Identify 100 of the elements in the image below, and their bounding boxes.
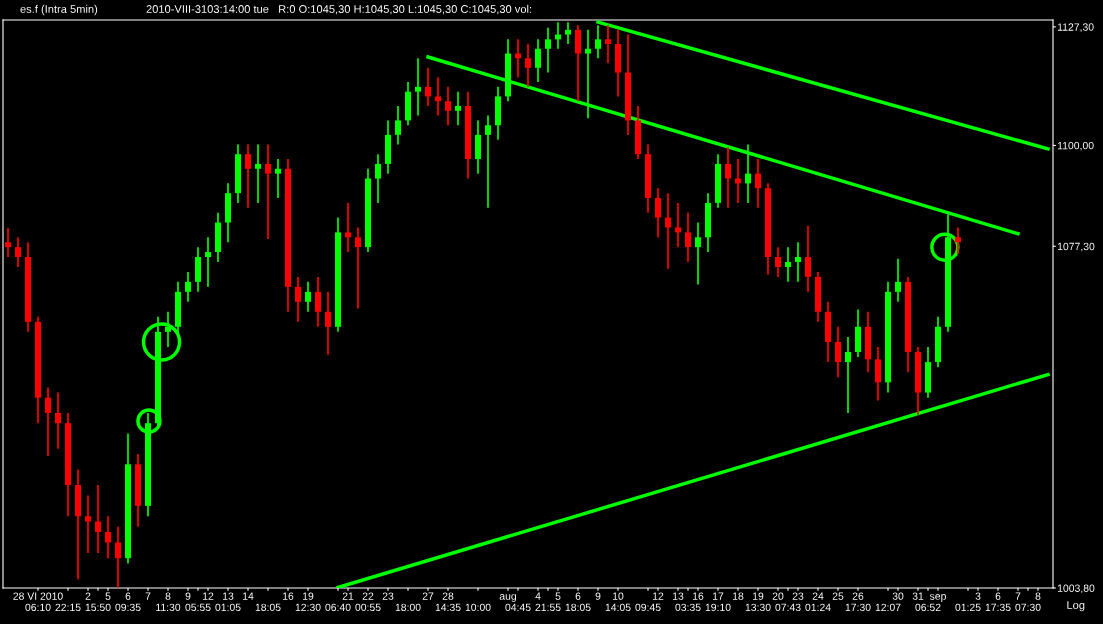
x-tick-label: 17 19:10 <box>705 592 731 612</box>
candlestick <box>45 386 51 457</box>
x-tick-label: 05:55 <box>185 603 211 612</box>
candlestick <box>785 246 791 283</box>
candlestick <box>55 391 61 450</box>
candlestick <box>485 114 491 209</box>
candlestick <box>85 494 91 554</box>
x-tick-label: 13 01:05 <box>215 592 241 612</box>
x-tick-label: 19 13:30 <box>745 592 771 612</box>
candlestick <box>725 146 731 209</box>
candlestick <box>295 276 301 323</box>
chart-title: es.f (Intra 5min) <box>20 4 98 16</box>
x-tick-label: 18:05 <box>255 603 281 612</box>
y-tick-label: 1100,00 <box>1057 141 1094 151</box>
candlestick <box>535 38 541 83</box>
candlestick <box>415 57 421 117</box>
x-tick-label: 30 <box>892 592 904 600</box>
candlestick <box>355 226 361 310</box>
x-tick-label: 23 <box>382 592 394 600</box>
candlestick <box>795 241 801 283</box>
x-tick-label: 6 17:35 <box>985 592 1011 612</box>
x-tick-label: 28 14:35 <box>435 592 461 612</box>
x-tick-label: 14 <box>243 592 254 600</box>
candlestick <box>755 158 761 209</box>
candlestick <box>5 227 11 258</box>
x-tick-label: 9 <box>595 592 601 600</box>
text: Log <box>1067 601 1085 612</box>
candlestick <box>205 236 211 288</box>
candlestick <box>605 24 611 64</box>
x-tick-label: 04:45 <box>505 603 531 612</box>
candlestick <box>115 525 121 588</box>
x-tick-label: 5 <box>555 592 561 600</box>
x-tick-label: 18 <box>733 592 744 600</box>
x-tick-label: 10 14:05 <box>605 592 631 612</box>
candlestick <box>745 143 751 204</box>
x-tick-label: 22 00:55 <box>355 592 381 612</box>
candlestick <box>545 26 551 74</box>
candlestick <box>685 211 691 263</box>
x-tick-label: 21:55 <box>535 603 561 612</box>
y-tick-label: 1077,30 <box>1057 242 1095 252</box>
x-tick-label: 5 <box>105 592 111 600</box>
candlestick <box>95 484 101 554</box>
candlestick <box>455 90 461 127</box>
candlestick <box>375 153 381 204</box>
x-tick-label: 16 <box>283 592 294 600</box>
candlestick <box>835 325 841 379</box>
x-tick-label: 03:35 <box>675 603 701 612</box>
x-tick-label: 10:00 <box>465 603 491 612</box>
candlestick <box>345 202 351 253</box>
x-tick-label: 13 <box>673 592 684 600</box>
x-tick-label: 7 <box>145 592 151 600</box>
candlestick <box>275 158 281 199</box>
candlestick <box>675 202 681 248</box>
x-tick-label: 07:43 <box>775 603 801 612</box>
x-tick-label: 6 09:35 <box>115 592 141 612</box>
x-tick-label: 12 <box>203 592 214 600</box>
candlestick <box>805 224 811 293</box>
x-tick-label: 9 <box>185 592 191 600</box>
x-tick-label: 2 <box>85 592 91 600</box>
x-tick-label: 25 <box>832 592 844 600</box>
x-tick-label: 20 <box>772 592 784 600</box>
candlestick <box>575 24 581 103</box>
candlestick <box>105 515 111 560</box>
x-tick-label: 27 <box>422 592 434 600</box>
x-tick-label: 01:25 <box>955 603 981 612</box>
x-tick-label: 6 18:05 <box>565 592 591 612</box>
candlestick <box>695 221 701 286</box>
x-tick-label: 15:50 <box>85 603 111 612</box>
candlestick <box>315 276 321 328</box>
x-tick-label: 31 <box>912 592 924 600</box>
x-tick-label: 21 <box>342 592 354 600</box>
candlestick <box>255 143 261 204</box>
candlestick <box>955 226 961 255</box>
x-tick-label: 16 <box>693 592 704 600</box>
y-tick-label: 1003,80 <box>1057 584 1095 594</box>
x-tick-label: 22:15 <box>55 603 81 612</box>
x-tick-label: 4 <box>535 592 541 600</box>
candlestick <box>895 258 901 303</box>
candlestick <box>185 271 191 303</box>
candlestick <box>655 187 661 239</box>
x-tick-label: 06:52 <box>915 603 941 612</box>
candlestick <box>445 86 451 127</box>
candlestick <box>875 346 881 402</box>
candlestick <box>525 43 531 88</box>
candlestick <box>435 76 441 117</box>
x-tick-label: 18:00 <box>395 603 421 612</box>
chart-subtitle: 2010-VIII-3103:14:00 tue R:0 O:1045,30 H:1045,30 L:1045,30 C:1045,30 vol: <box>146 4 532 15</box>
x-tick-label: 07:30 <box>1015 603 1041 612</box>
x-tick-label: 09:45 <box>635 603 661 612</box>
candlestick <box>665 192 671 270</box>
x-tick-label: 06:40 <box>325 603 351 612</box>
candlestick <box>845 336 851 414</box>
y-tick-label: 1127,30 <box>1057 23 1094 32</box>
x-tick-label: 26 17:30 <box>845 592 871 612</box>
x-tick-label: 7 <box>1015 592 1021 600</box>
x-tick-label: aug <box>499 594 517 602</box>
x-tick-label: 8 <box>1035 592 1041 600</box>
candlestick <box>565 21 571 45</box>
x-tick-label: 12:07 <box>875 603 901 612</box>
x-tick-label: 12 <box>653 592 664 600</box>
